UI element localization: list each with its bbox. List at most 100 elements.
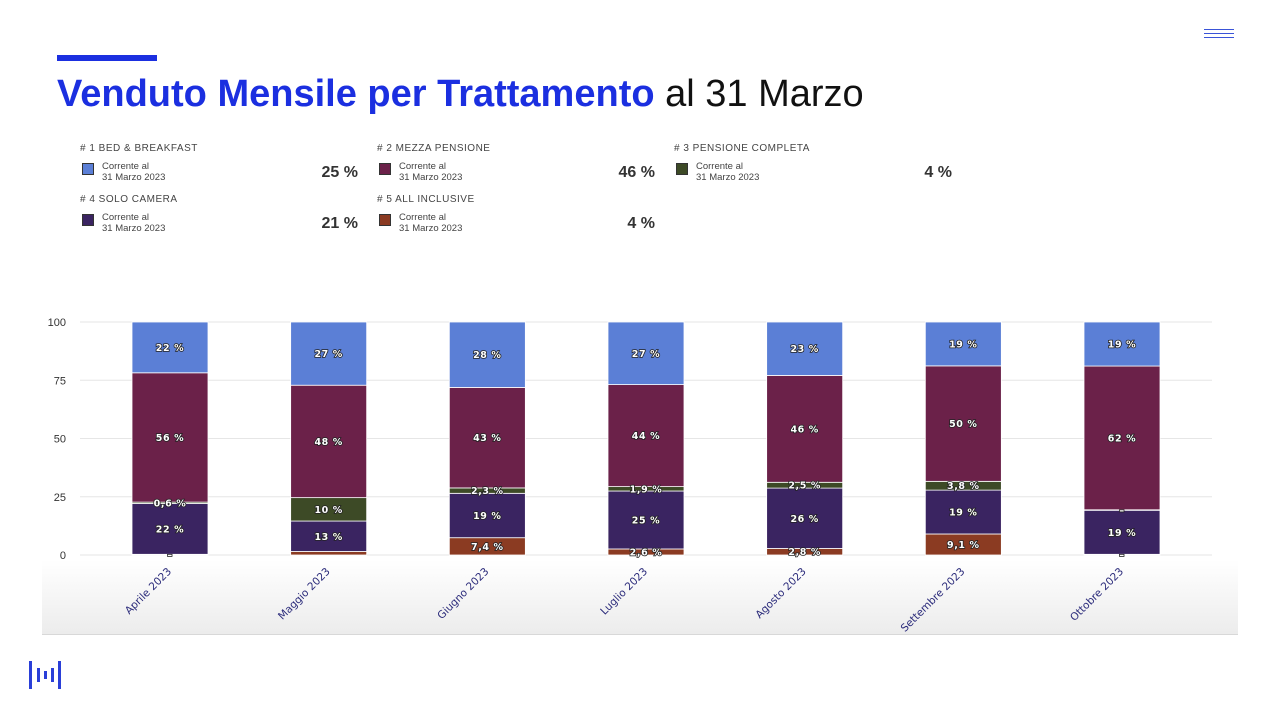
- bar-data-label: 22 %: [156, 343, 184, 354]
- legend-heading: # 2 MEZZA PENSIONE: [377, 143, 491, 154]
- bar-segment: [924, 321, 1002, 367]
- bar-data-label: 9,1 %: [947, 540, 980, 551]
- y-tick-label: 100: [48, 317, 66, 329]
- legend-swatch: [379, 214, 391, 226]
- legend-entry-pensione-completa: # 3 PENSIONE COMPLETA Corrente al 31 Marz…: [674, 143, 964, 183]
- brand-logo-icon: [29, 661, 61, 689]
- bar-data-label: 2,5 %: [788, 481, 821, 492]
- bar-segment: [924, 365, 1002, 482]
- accent-line: [57, 55, 157, 61]
- legend-sub-line2: 31 Marzo 2023: [696, 172, 760, 183]
- bar-data-label: 48 %: [314, 437, 342, 448]
- bar-segment: [766, 375, 844, 483]
- hamburger-menu-icon[interactable]: [1204, 29, 1234, 41]
- page-title-rest: al 31 Marzo: [654, 73, 864, 115]
- legend-sub-line2: 31 Marzo 2023: [102, 223, 166, 234]
- x-tick-label: Luglio 2023: [598, 566, 650, 618]
- bar-segment: [607, 490, 685, 550]
- y-tick-label: 50: [54, 434, 66, 446]
- legend-subtitle: Corrente al 31 Marzo 2023: [399, 161, 509, 183]
- y-tick-label: 75: [54, 375, 66, 387]
- bar-segment: [290, 384, 368, 499]
- legend-entry-bed-breakfast: # 1 BED & BREAKFAST Corrente al 31 Marzo …: [80, 143, 370, 183]
- legend-sub-line1: Corrente al: [102, 212, 149, 223]
- bar-segment: [607, 384, 685, 488]
- legend-swatch: [379, 163, 391, 175]
- bar-data-label: 19 %: [473, 511, 501, 522]
- bar-data-label: –: [1119, 506, 1124, 517]
- legend-value: 4 %: [924, 164, 952, 181]
- bar-data-label: 1,9 %: [630, 484, 663, 495]
- legend-sub-line1: Corrente al: [399, 161, 446, 172]
- x-tick-label: Settembre 2023: [899, 566, 968, 635]
- bar-data-label: 22 %: [156, 524, 184, 535]
- bar-data-label: 3,8 %: [947, 481, 980, 492]
- bar-data-label: 25 %: [632, 515, 660, 526]
- bar-segment: [131, 321, 209, 374]
- bar-data-label: 0,6 %: [154, 498, 187, 509]
- legend-swatch: [82, 163, 94, 175]
- bar-data-label: 46 %: [790, 424, 818, 435]
- legend-sub-line1: Corrente al: [399, 212, 446, 223]
- legend-heading: # 3 PENSIONE COMPLETA: [674, 143, 810, 154]
- bar-data-label: 10 %: [314, 505, 342, 516]
- x-tick-label: Ottobre 2023: [1068, 566, 1126, 624]
- legend-subtitle: Corrente al 31 Marzo 2023: [399, 212, 509, 234]
- legend-swatch: [676, 163, 688, 175]
- bar-data-label: –: [167, 550, 172, 561]
- bar-segment: [290, 321, 368, 386]
- x-tick-label: Giugno 2023: [435, 566, 491, 622]
- bar-data-label: 2,3 %: [471, 486, 504, 497]
- bar-segment: [1083, 365, 1161, 511]
- x-tick-label: Aprile 2023: [123, 566, 174, 617]
- bar-segment: [131, 372, 209, 503]
- bar-segment: [924, 489, 1002, 535]
- legend-heading: # 4 SOLO CAMERA: [80, 194, 178, 205]
- bar-data-label: 26 %: [790, 514, 818, 525]
- bar-data-label: 44 %: [632, 431, 660, 442]
- legend-heading: # 5 ALL INCLUSIVE: [377, 194, 475, 205]
- bar-segment: [290, 551, 368, 556]
- bar-data-label: –: [1119, 550, 1124, 561]
- bar-data-label: 23 %: [790, 344, 818, 355]
- bar-segment: [1083, 509, 1161, 555]
- bar-data-label: 13 %: [314, 532, 342, 543]
- bar-segment: [131, 503, 209, 555]
- legend-swatch: [82, 214, 94, 226]
- bar-data-label: 19 %: [949, 339, 977, 350]
- bar-segment: [607, 321, 685, 385]
- bar-data-label: 19 %: [1108, 340, 1136, 351]
- bar-segment: [448, 492, 526, 539]
- bar-data-label: 50 %: [949, 419, 977, 430]
- bar-segment: [448, 321, 526, 388]
- x-tick-label: Agosto 2023: [753, 566, 808, 621]
- legend-subtitle: Corrente al 31 Marzo 2023: [696, 161, 806, 183]
- legend-sub-line1: Corrente al: [102, 161, 149, 172]
- bar-data-label: 28 %: [473, 350, 501, 361]
- legend-entry-solo-camera: # 4 SOLO CAMERA Corrente al 31 Marzo 2023…: [80, 194, 370, 234]
- legend-value: 25 %: [321, 164, 358, 181]
- bar-data-label: 19 %: [1108, 528, 1136, 539]
- legend-entry-mezza-pensione: # 2 MEZZA PENSIONE Corrente al 31 Marzo 2…: [377, 143, 667, 183]
- bar-data-label: 62 %: [1108, 433, 1136, 444]
- legend-value: 4 %: [627, 215, 655, 232]
- legend-subtitle: Corrente al 31 Marzo 2023: [102, 212, 212, 234]
- x-tick-label: Maggio 2023: [276, 566, 333, 623]
- bar-segment: [448, 387, 526, 489]
- bar-data-label: 2,8 %: [788, 547, 821, 558]
- chart-x-band: [42, 560, 1238, 635]
- legend-value: 21 %: [321, 215, 358, 232]
- legend-sub-line1: Corrente al: [696, 161, 743, 172]
- bar-segment: [1083, 321, 1161, 367]
- legend-value: 46 %: [618, 164, 655, 181]
- y-tick-label: 0: [60, 550, 66, 562]
- bar-data-label: 43 %: [473, 433, 501, 444]
- bar-data-label: 27 %: [314, 349, 342, 360]
- bar-data-label: 7,4 %: [471, 542, 504, 553]
- legend-sub-line2: 31 Marzo 2023: [399, 223, 463, 234]
- y-tick-label: 25: [54, 492, 66, 504]
- bar-segment: [766, 487, 844, 549]
- legend-heading: # 1 BED & BREAKFAST: [80, 143, 198, 154]
- bar-data-label: 56 %: [156, 433, 184, 444]
